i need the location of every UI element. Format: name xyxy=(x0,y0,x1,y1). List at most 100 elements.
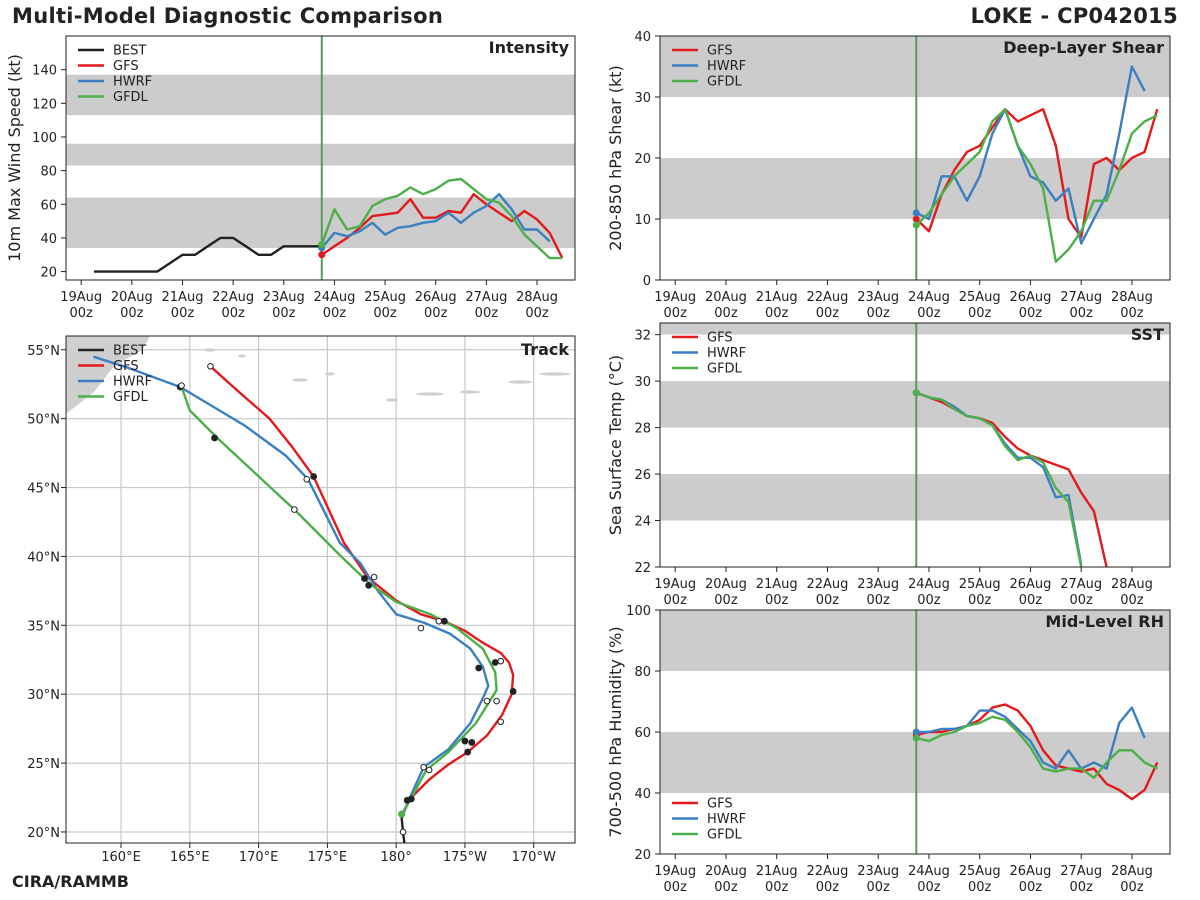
intensity-ytick-label: 80 xyxy=(40,165,57,180)
rh-xtick-day: 22Aug xyxy=(806,864,848,879)
track-island xyxy=(539,372,571,376)
track-marker-12z xyxy=(207,363,214,370)
track-ytick-label: 50°N xyxy=(27,413,60,428)
track-island xyxy=(238,354,246,358)
rh-series-gfdl xyxy=(916,715,1158,779)
sst-ytick-label: 26 xyxy=(634,468,651,483)
sst-frame xyxy=(659,322,1171,568)
shear-ytick-label: 40 xyxy=(634,30,651,45)
sst-xtick-hour: 00z xyxy=(664,593,688,608)
shear-init-point-gfdl xyxy=(912,221,920,229)
shear-ylabel: 200-850 hPa Shear (kt) xyxy=(606,65,625,251)
sst-panel: 22242628303219Aug00z20Aug00z21Aug00z22Au… xyxy=(606,322,1171,608)
track-marker-00z xyxy=(468,739,476,746)
track-marker-00z xyxy=(475,664,483,672)
intensity-xtick-day: 19Aug xyxy=(60,290,102,305)
intensity-legend-label-hwrf: HWRF xyxy=(113,75,152,90)
sst-band-1 xyxy=(660,381,1170,428)
sst-xtick-day: 26Aug xyxy=(1009,577,1051,592)
intensity-xtick-day: 25Aug xyxy=(364,290,406,305)
rh-ytick-label: 80 xyxy=(634,665,651,680)
rh-xtick-hour: 00z xyxy=(714,880,738,895)
track-marker-12z xyxy=(497,657,505,665)
shear-ytick-label: 30 xyxy=(634,91,651,106)
intensity-ytick-label: 140 xyxy=(32,64,57,79)
track-marker-00z xyxy=(491,659,499,666)
track-line-gfs xyxy=(209,365,515,815)
track-marker-00z xyxy=(310,473,318,480)
track-ytick-label: 55°N xyxy=(27,344,60,359)
track-ytick-label: 25°N xyxy=(27,757,60,772)
rh-ytick-label: 20 xyxy=(634,848,651,863)
rh-series-hwrf xyxy=(916,706,1146,770)
shear-legend-label-hwrf: HWRF xyxy=(707,59,746,74)
rh-legend-label-gfdl: GFDL xyxy=(707,828,743,843)
track-ytick-label: 45°N xyxy=(27,482,60,497)
shear-xtick-hour: 00z xyxy=(714,306,738,321)
intensity-band-1 xyxy=(66,143,575,166)
intensity-xtick-day: 28Aug xyxy=(516,290,558,305)
shear-legend-label-gfdl: GFDL xyxy=(707,75,743,90)
track-legend-label-hwrf: HWRF xyxy=(113,375,152,390)
shear-init-point-hwrf xyxy=(912,209,920,217)
sst-init-point-gfdl xyxy=(912,389,920,397)
shear-ytick-label: 20 xyxy=(634,152,651,167)
shear-ytick-label: 10 xyxy=(634,213,651,228)
rh-xtick-day: 24Aug xyxy=(908,864,950,879)
sst-ytick-label: 22 xyxy=(634,561,651,576)
rh-ytick-label: 40 xyxy=(634,787,651,802)
rh-ytick-label: 100 xyxy=(626,604,651,619)
shear-xtick-hour: 00z xyxy=(1019,306,1043,321)
sst-ytick-label: 28 xyxy=(634,422,651,437)
shear-series-gfdl xyxy=(915,107,1158,263)
intensity-band-0 xyxy=(66,197,575,249)
rh-xtick-hour: 00z xyxy=(816,880,840,895)
intensity-xtick-day: 23Aug xyxy=(263,290,305,305)
rh-xtick-day: 20Aug xyxy=(705,864,747,879)
sst-xtick-day: 21Aug xyxy=(756,577,798,592)
intensity-xtick-day: 21Aug xyxy=(162,290,204,305)
rh-xtick-hour: 00z xyxy=(917,880,941,895)
rh-xtick-hour: 00z xyxy=(664,880,688,895)
intensity-init-point-gfs xyxy=(318,251,326,259)
sst-xtick-hour: 00z xyxy=(867,593,891,608)
sst-xtick-hour: 00z xyxy=(765,593,789,608)
shear-xtick-hour: 00z xyxy=(816,306,840,321)
sst-ytick-label: 30 xyxy=(634,375,651,390)
sst-ylabel: Sea Surface Temp (°C) xyxy=(606,355,625,535)
track-marker-00z xyxy=(407,795,415,803)
shear-xtick-hour: 00z xyxy=(968,306,992,321)
track-island xyxy=(508,380,532,384)
track-xtick-label: 175°W xyxy=(443,850,487,865)
rh-xtick-hour: 00z xyxy=(968,880,992,895)
track-line-best xyxy=(400,813,406,844)
rh-init-point-hwrf xyxy=(912,728,920,736)
intensity-xtick-day: 24Aug xyxy=(313,290,355,305)
intensity-xtick-hour: 00z xyxy=(171,306,195,321)
shear-xtick-hour: 00z xyxy=(765,306,789,321)
sst-xtick-hour: 00z xyxy=(714,593,738,608)
rh-xtick-day: 23Aug xyxy=(857,864,899,879)
intensity-xtick-hour: 00z xyxy=(272,306,296,321)
track-marker-00z xyxy=(361,575,368,582)
rh-xtick-day: 21Aug xyxy=(756,864,798,879)
track-line-gfdl xyxy=(180,385,498,815)
shear-xtick-hour: 00z xyxy=(917,306,941,321)
rh-xtick-day: 26Aug xyxy=(1009,864,1051,879)
intensity-ytick-label: 120 xyxy=(32,97,57,112)
sst-xtick-day: 22Aug xyxy=(806,577,848,592)
rh-xtick-hour: 00z xyxy=(1070,880,1094,895)
rh-xtick-hour: 00z xyxy=(1019,880,1043,895)
rh-xtick-day: 28Aug xyxy=(1111,864,1153,879)
shear-xtick-day: 27Aug xyxy=(1060,290,1102,305)
shear-xtick-day: 21Aug xyxy=(756,290,798,305)
track-ytick-label: 40°N xyxy=(27,550,60,565)
intensity-ylabel: 10m Max Wind Speed (kt) xyxy=(5,54,24,262)
rh-band-1 xyxy=(660,610,1170,671)
rh-xtick-hour: 00z xyxy=(765,880,789,895)
intensity-band-2 xyxy=(66,74,575,116)
track-xtick-label: 180° xyxy=(380,850,411,865)
sst-xtick-day: 28Aug xyxy=(1111,577,1153,592)
track-marker-12z xyxy=(303,475,311,483)
track-marker-12z xyxy=(291,506,298,513)
